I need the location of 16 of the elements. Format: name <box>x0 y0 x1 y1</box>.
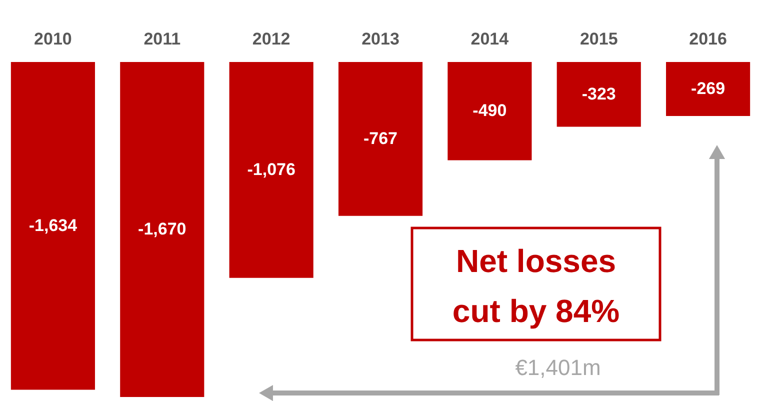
x-tick-label: 2010 <box>34 30 72 48</box>
x-tick-label: 2013 <box>362 30 400 48</box>
data-label: -269 <box>691 78 726 98</box>
x-tick-label: 2016 <box>689 30 727 48</box>
annotation: Net losses cut by 84% <box>452 243 620 329</box>
data-label: -490 <box>472 101 507 120</box>
annotation: €1,401m <box>515 355 601 380</box>
x-tick-label: 2011 <box>144 30 181 48</box>
data-label: -1,634 <box>28 216 78 235</box>
x-tick-label: 2012 <box>252 30 290 48</box>
data-label: -323 <box>582 84 616 104</box>
x-tick-label: 2015 <box>580 30 618 48</box>
data-label: -1,670 <box>138 220 186 238</box>
x-tick-label: 2014 <box>470 30 510 48</box>
data-label: -1,076 <box>247 160 296 179</box>
data-label: -767 <box>363 128 398 148</box>
